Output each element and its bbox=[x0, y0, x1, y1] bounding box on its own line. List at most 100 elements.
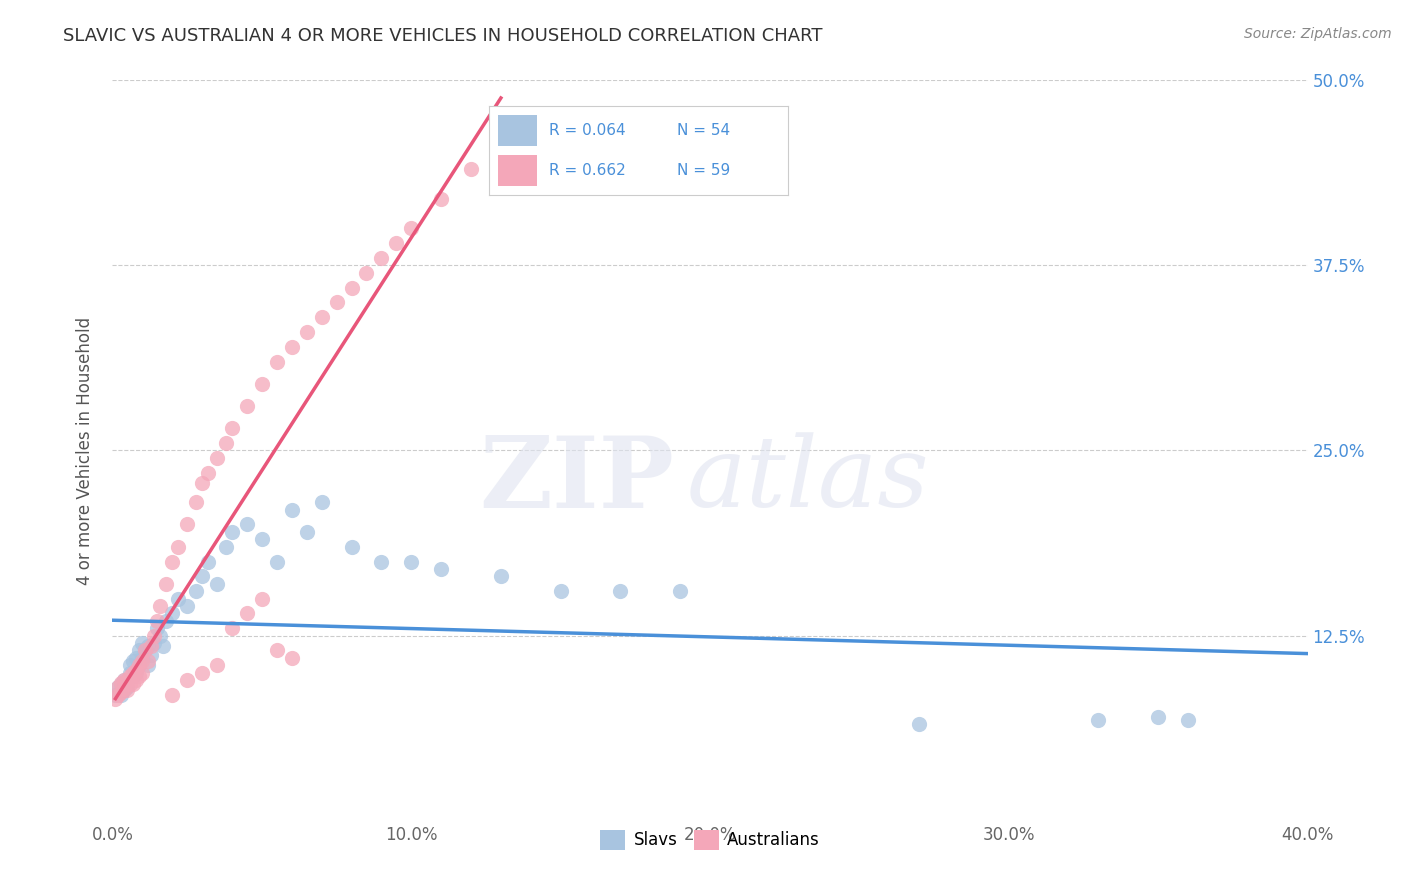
Point bbox=[125, 665, 148, 680]
Point bbox=[131, 665, 153, 680]
Point bbox=[250, 591, 273, 606]
Point bbox=[122, 665, 145, 680]
Point bbox=[176, 517, 198, 532]
Point bbox=[155, 614, 177, 628]
Point bbox=[162, 555, 183, 569]
Point bbox=[128, 643, 150, 657]
Point bbox=[120, 677, 142, 691]
Point bbox=[104, 688, 127, 702]
Point bbox=[117, 673, 139, 687]
Point bbox=[281, 650, 304, 665]
Point bbox=[125, 650, 148, 665]
Point bbox=[167, 591, 190, 606]
Point bbox=[134, 643, 156, 657]
Point bbox=[430, 562, 453, 576]
Point bbox=[356, 266, 378, 280]
Point bbox=[149, 628, 172, 642]
Point bbox=[176, 599, 198, 613]
Point bbox=[138, 654, 160, 668]
Point bbox=[110, 676, 132, 690]
Point bbox=[191, 569, 214, 583]
Point bbox=[197, 555, 219, 569]
Point bbox=[141, 639, 163, 653]
Point bbox=[191, 476, 214, 491]
Point bbox=[1147, 710, 1170, 724]
Point bbox=[908, 717, 931, 731]
Point bbox=[186, 495, 208, 509]
Point bbox=[107, 688, 129, 702]
Point bbox=[120, 665, 142, 680]
Point bbox=[114, 683, 135, 698]
Point bbox=[110, 677, 132, 691]
Point bbox=[281, 340, 304, 354]
Point bbox=[215, 436, 238, 450]
Point bbox=[205, 450, 228, 465]
Point bbox=[325, 295, 347, 310]
Point bbox=[120, 668, 142, 682]
Point bbox=[236, 399, 259, 413]
Point bbox=[295, 325, 318, 339]
Point bbox=[114, 673, 135, 687]
Point bbox=[370, 555, 392, 569]
Text: SLAVIC VS AUSTRALIAN 4 OR MORE VEHICLES IN HOUSEHOLD CORRELATION CHART: SLAVIC VS AUSTRALIAN 4 OR MORE VEHICLES … bbox=[63, 27, 823, 45]
Point bbox=[186, 584, 208, 599]
Point bbox=[125, 673, 148, 687]
Point bbox=[107, 681, 129, 695]
Point bbox=[340, 280, 363, 294]
Point bbox=[104, 692, 127, 706]
Point bbox=[489, 569, 512, 583]
Point bbox=[131, 636, 153, 650]
Point bbox=[122, 677, 145, 691]
Text: Source: ZipAtlas.com: Source: ZipAtlas.com bbox=[1244, 27, 1392, 41]
Point bbox=[167, 540, 190, 554]
Point bbox=[117, 683, 139, 698]
Point bbox=[122, 654, 145, 668]
Point bbox=[146, 614, 169, 628]
Point bbox=[110, 685, 132, 699]
Point bbox=[669, 584, 692, 599]
Point bbox=[266, 354, 288, 368]
Point bbox=[1087, 713, 1109, 727]
Point bbox=[152, 639, 174, 653]
Point bbox=[176, 673, 198, 687]
Point bbox=[250, 533, 273, 547]
Point bbox=[236, 517, 259, 532]
Point bbox=[114, 673, 135, 687]
Point bbox=[221, 421, 243, 435]
Point bbox=[131, 654, 153, 668]
Point bbox=[221, 524, 243, 539]
Point bbox=[385, 236, 408, 251]
Point bbox=[215, 540, 238, 554]
Point bbox=[281, 502, 304, 516]
Point bbox=[311, 310, 333, 325]
Point bbox=[197, 466, 219, 480]
Point bbox=[370, 251, 392, 265]
Point bbox=[191, 665, 214, 680]
Point bbox=[141, 648, 163, 662]
Text: ZIP: ZIP bbox=[479, 432, 675, 529]
Point bbox=[138, 658, 160, 673]
Point bbox=[125, 663, 148, 677]
Point bbox=[143, 636, 166, 650]
Point bbox=[205, 658, 228, 673]
Point bbox=[107, 681, 129, 695]
Point bbox=[117, 681, 139, 695]
Point bbox=[550, 584, 572, 599]
Point bbox=[162, 607, 183, 621]
Point bbox=[266, 643, 288, 657]
Point bbox=[401, 221, 423, 235]
Point bbox=[155, 576, 177, 591]
Point bbox=[1177, 713, 1199, 727]
Point bbox=[149, 599, 172, 613]
Point bbox=[110, 688, 132, 702]
Point bbox=[460, 162, 482, 177]
Point bbox=[236, 607, 259, 621]
Point bbox=[114, 681, 135, 696]
Point bbox=[128, 658, 150, 673]
Point bbox=[128, 658, 150, 673]
Point bbox=[340, 540, 363, 554]
Legend: Slavs, Australians: Slavs, Australians bbox=[593, 823, 827, 856]
Point bbox=[250, 376, 273, 391]
Point bbox=[205, 576, 228, 591]
Point bbox=[430, 192, 453, 206]
